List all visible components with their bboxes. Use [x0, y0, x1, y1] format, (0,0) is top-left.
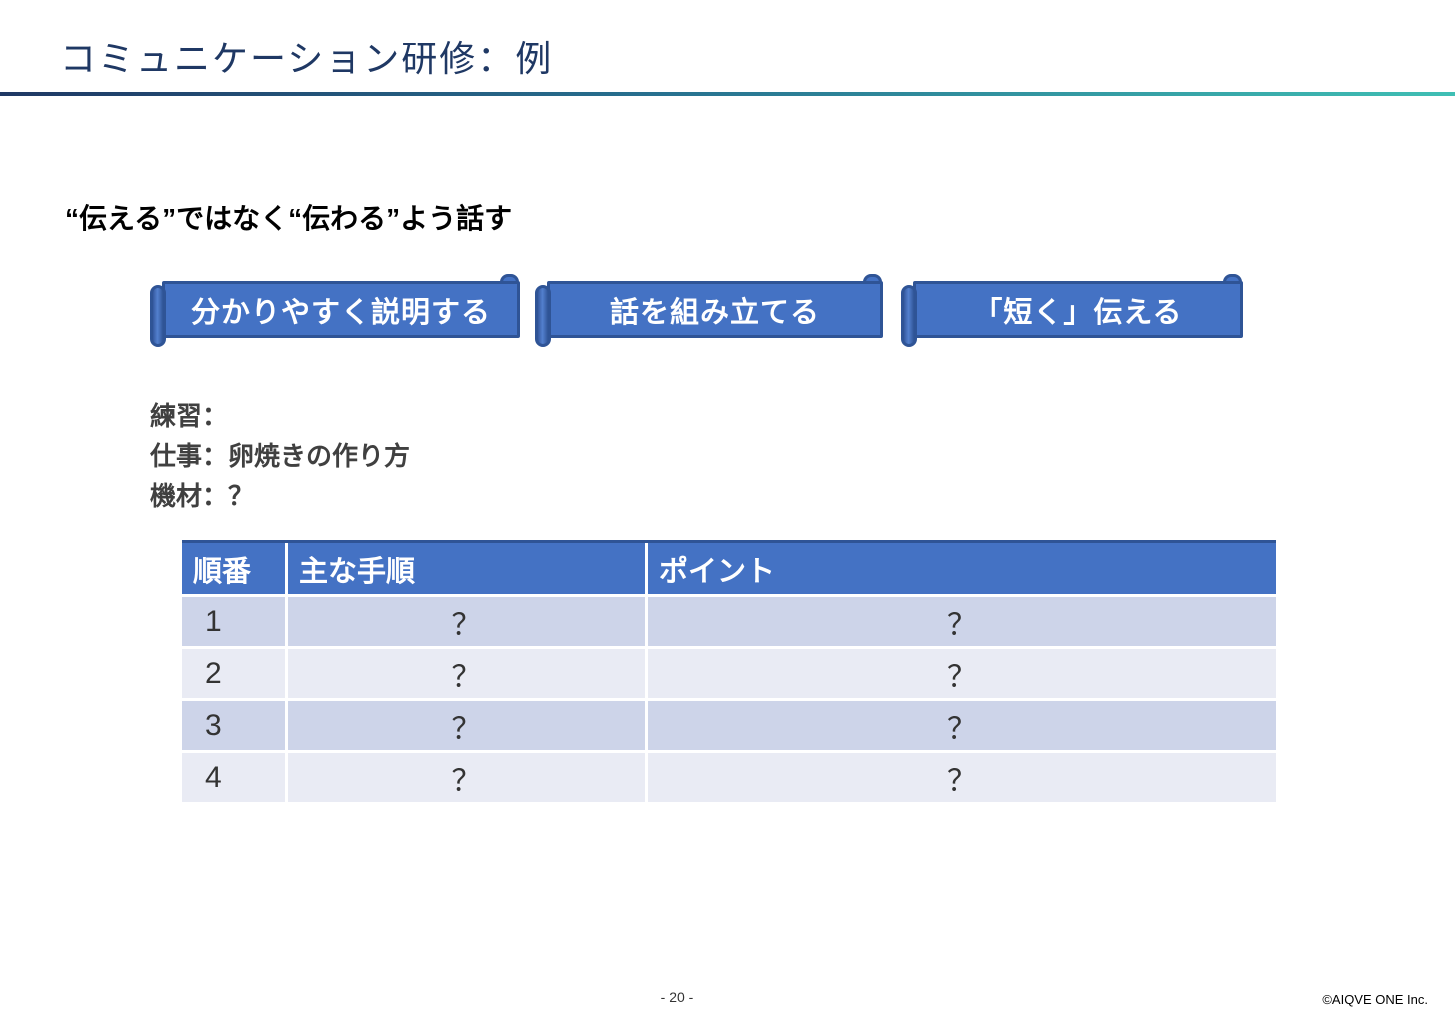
scroll-banner-body: 話を組み立てる	[547, 281, 883, 338]
scroll-left-roll-decoration	[535, 285, 551, 347]
table-cell-row2-step: ？	[288, 649, 645, 698]
table-cell-row1-step: ？	[288, 597, 645, 646]
table-cell-row2-order: 2	[182, 649, 285, 698]
title-underline-rule	[0, 92, 1455, 96]
table-cell-row1-point: ？	[648, 597, 1276, 646]
banner-label: 「短く」伝える	[973, 296, 1183, 329]
table-cell-row2-point: ？	[648, 649, 1276, 698]
scroll-banner-body: 「短く」伝える	[913, 281, 1243, 338]
practice-line-1: 練習：	[150, 401, 229, 431]
table-cell-row3-point: ？	[648, 701, 1276, 750]
practice-line-2: 仕事：卵焼きの作り方	[150, 441, 411, 471]
page-title: コミュニケーション研修：例	[60, 38, 554, 79]
scroll-left-roll-decoration	[150, 285, 166, 347]
copyright-notice: ©AIQVE ONE Inc.	[1322, 992, 1428, 1007]
page-number: - 20 -	[660, 989, 694, 1005]
practice-text-block: 練習： 仕事：卵焼きの作り方 機材：？	[150, 396, 410, 516]
table-cell-row1-order: 1	[182, 597, 285, 646]
table-cell-row4-step: ？	[288, 753, 645, 802]
slide-subtitle: “伝える”ではなく“伝わる”よう話す	[65, 203, 513, 234]
scroll-banner-body: 分かりやすく説明する	[162, 281, 520, 338]
table-header-order: 順番	[182, 543, 285, 594]
scroll-banner-structure-talk: 話を組み立てる	[535, 274, 883, 347]
table-header-points: ポイント	[648, 543, 1276, 594]
table-cell-row3-order: 3	[182, 701, 285, 750]
scroll-banner-tell-shortly: 「短く」伝える	[901, 274, 1243, 347]
banner-label: 分かりやすく説明する	[190, 296, 491, 329]
scroll-left-roll-decoration	[901, 285, 917, 347]
scroll-banner-explain-clearly: 分かりやすく説明する	[150, 274, 520, 347]
table-cell-row4-point: ？	[648, 753, 1276, 802]
banner-label: 話を組み立てる	[609, 296, 820, 329]
table-cell-row4-order: 4	[182, 753, 285, 802]
practice-line-3: 機材：？	[150, 481, 255, 511]
table-header-main-steps: 主な手順	[288, 543, 645, 594]
steps-table: 順番 主な手順 ポイント 1 ？ ？ 2 ？ ？ 3 ？ ？ 4 ？ ？	[182, 540, 1276, 802]
table-cell-row3-step: ？	[288, 701, 645, 750]
